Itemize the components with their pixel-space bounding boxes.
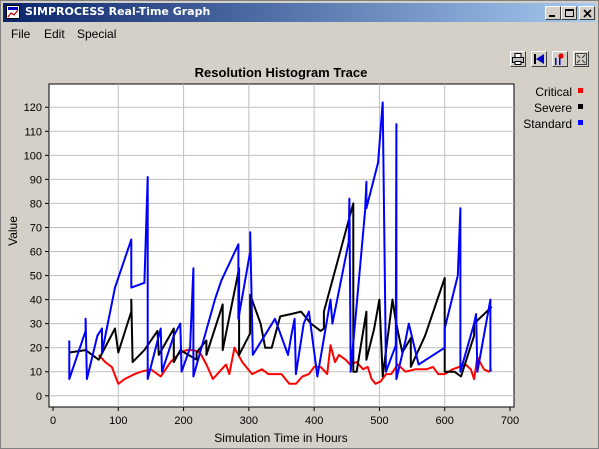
y-tick-label: 40 <box>30 295 42 307</box>
maximize-button[interactable] <box>561 6 577 20</box>
y-tick-label: 30 <box>30 319 42 331</box>
x-tick-label: 0 <box>50 415 56 427</box>
legend-swatch-standard <box>578 120 583 125</box>
y-tick-label: 10 <box>30 367 42 379</box>
print-icon <box>512 53 524 65</box>
zoom-fit-icon <box>575 53 587 65</box>
close-icon <box>583 9 592 18</box>
y-axis-label: Value <box>6 216 20 246</box>
y-tick-label: 100 <box>24 150 42 162</box>
x-tick-label: 500 <box>370 415 388 427</box>
menu-special[interactable]: Special <box>77 27 117 41</box>
y-tick-label: 90 <box>30 174 42 186</box>
y-tick-label: 0 <box>36 391 42 403</box>
y-tick-label: 120 <box>24 102 42 114</box>
legend: Critical Severe Standard <box>523 85 583 131</box>
window-title: SIMPROCESS Real-Time Graph <box>25 5 211 18</box>
title-bar[interactable]: SIMPROCESS Real-Time Graph <box>3 3 596 22</box>
marker-icon <box>555 53 564 65</box>
y-tick-label: 70 <box>30 222 42 234</box>
x-tick-label: 600 <box>436 415 454 427</box>
series-line-standard <box>68 101 492 380</box>
menu-edit[interactable]: Edit <box>44 27 65 41</box>
x-tick-label: 200 <box>174 415 192 427</box>
axes: 0 100 200 300 400 500 600 700 0 10 20 30 40 50 60 70 80 9… <box>24 102 520 427</box>
y-tick-label: 110 <box>24 126 42 138</box>
x-tick-label: 300 <box>240 415 258 427</box>
legend-label-severe: Severe <box>534 101 572 115</box>
x-tick-label: 400 <box>305 415 323 427</box>
menu-file[interactable]: File <box>11 27 31 41</box>
legend-label-standard: Standard <box>523 117 572 131</box>
rewind-button[interactable] <box>531 51 547 67</box>
zoom-fit-button[interactable] <box>573 51 589 67</box>
minimize-button[interactable] <box>545 6 561 20</box>
menu-bar: File Edit Special <box>3 24 596 44</box>
y-tick-label: 60 <box>30 247 42 259</box>
close-button[interactable] <box>579 6 595 20</box>
legend-label-critical: Critical <box>535 85 572 99</box>
y-tick-label: 80 <box>30 198 42 210</box>
y-tick-label: 20 <box>30 343 42 355</box>
print-button[interactable] <box>510 51 526 67</box>
app-icon <box>6 5 20 19</box>
y-tick-label: 50 <box>30 271 42 283</box>
legend-swatch-critical <box>578 88 583 93</box>
x-axis-label: Simulation Time in Hours <box>214 431 347 445</box>
legend-swatch-severe <box>578 104 583 109</box>
x-tick-label: 100 <box>109 415 127 427</box>
rewind-icon <box>534 54 544 64</box>
series-line-severe <box>69 202 493 378</box>
minimize-icon <box>549 15 555 17</box>
marker-button[interactable] <box>552 51 568 67</box>
x-tick-label: 700 <box>501 415 519 427</box>
chart-title: Resolution Histogram Trace <box>195 65 368 80</box>
maximize-icon <box>565 9 574 17</box>
series-lines <box>68 101 493 385</box>
